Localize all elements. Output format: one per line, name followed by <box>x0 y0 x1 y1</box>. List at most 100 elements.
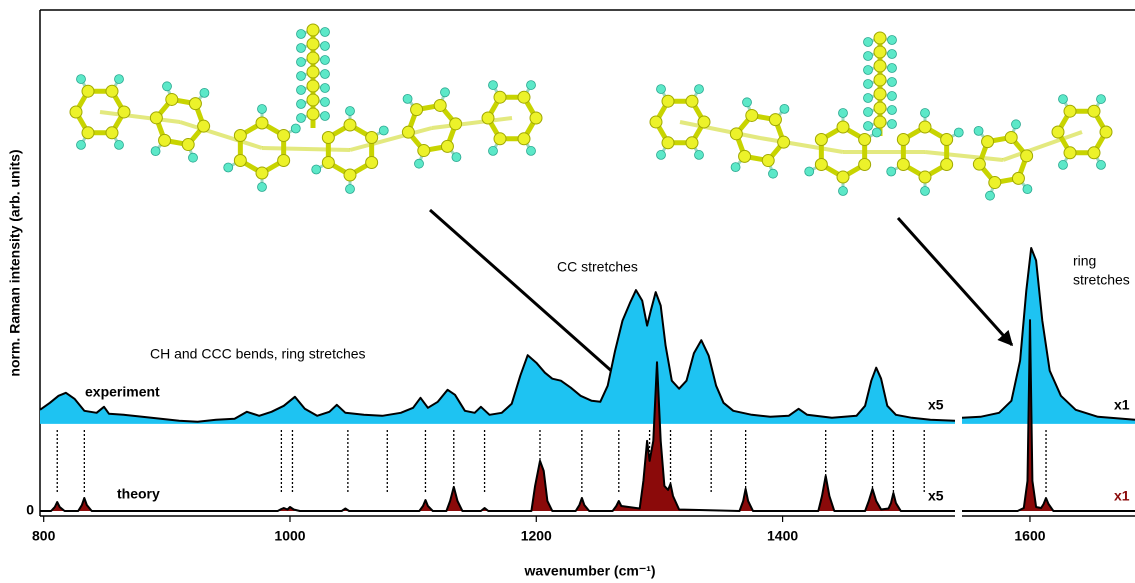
hydrogen-atom <box>888 78 897 87</box>
hydrogen-atom <box>321 42 330 51</box>
bond <box>680 122 760 138</box>
carbon-atom <box>450 118 462 130</box>
hydrogen-atom <box>527 146 536 155</box>
hydrogen-atom <box>312 165 321 174</box>
hydrogen-atom <box>440 88 449 97</box>
hydrogen-atom <box>731 163 740 172</box>
spectrum-line <box>40 362 955 511</box>
hydrogen-atom <box>379 126 388 135</box>
hydrogen-atom <box>297 114 306 123</box>
hydrogen-atom <box>200 88 209 97</box>
carbon-atom <box>307 24 319 36</box>
hydrogen-atom <box>1059 160 1068 169</box>
hydrogen-atom <box>452 153 461 162</box>
carbon-atom <box>307 94 319 106</box>
carbon-atom <box>166 93 178 105</box>
hydrogen-atom <box>115 75 124 84</box>
series-panel <box>40 362 955 511</box>
carbon-atom <box>1012 172 1024 184</box>
carbon-atom <box>402 126 414 138</box>
series-label: theory <box>117 486 160 502</box>
carbon-atom <box>118 106 130 118</box>
hydrogen-atom <box>297 86 306 95</box>
carbon-atom <box>1088 105 1100 117</box>
hydrogen-atom <box>321 28 330 37</box>
hydrogen-atom <box>743 98 752 107</box>
carbon-atom <box>82 127 94 139</box>
carbon-atom <box>662 95 674 107</box>
hydrogen-atom <box>321 56 330 65</box>
hydrogen-atom <box>151 147 160 156</box>
carbon-atom <box>482 112 494 124</box>
hydrogen-atom <box>258 105 267 114</box>
chart: wavenumber (cm⁻¹) norm. Raman intensity … <box>0 0 1135 583</box>
hydrogen-atom <box>188 153 197 162</box>
carbon-atom <box>1100 126 1112 138</box>
carbon-atom <box>1064 147 1076 159</box>
hydrogen-atom <box>115 140 124 149</box>
hydrogen-atom <box>297 44 306 53</box>
hydrogen-atom <box>321 84 330 93</box>
carbon-atom <box>698 116 710 128</box>
carbon-atom <box>411 104 423 116</box>
carbon-atom <box>982 136 994 148</box>
bond <box>100 112 180 122</box>
carbon-atom <box>366 132 378 144</box>
hydrogen-atom <box>839 187 848 196</box>
page: {"chart_data": { "type": "line", "xlabel… <box>0 0 1135 583</box>
hydrogen-atom <box>864 66 873 75</box>
hydrogen-atom <box>346 107 355 116</box>
carbon-atom <box>256 117 268 129</box>
carbon-atom <box>686 137 698 149</box>
hydrogen-atom <box>888 36 897 45</box>
carbon-atom <box>989 177 1001 189</box>
carbon-atom <box>1052 126 1064 138</box>
carbon-atom <box>344 169 356 181</box>
carbon-atom <box>530 112 542 124</box>
carbon-atom <box>874 116 886 128</box>
carbon-atom <box>150 112 162 124</box>
hydrogen-atom <box>839 109 848 118</box>
hydrogen-atom <box>527 81 536 90</box>
x-tick-label: 1200 <box>521 528 552 544</box>
hydrogen-atom <box>258 183 267 192</box>
x-tick-label: 1400 <box>767 528 798 544</box>
y-axis-label: norm. Raman intensity (arb. units) <box>7 149 23 376</box>
carbon-atom <box>198 120 210 132</box>
hydrogen-atom <box>986 191 995 200</box>
hydrogen-atom <box>321 70 330 79</box>
hydrogen-atom <box>403 94 412 103</box>
hydrogen-atom <box>415 159 424 168</box>
hydrogen-atom <box>888 92 897 101</box>
carbon-atom <box>762 155 774 167</box>
carbon-atom <box>189 98 201 110</box>
carbon-atom <box>322 157 334 169</box>
hydrogen-atom <box>1023 185 1032 194</box>
x-tick-label: 1000 <box>274 528 305 544</box>
hydrogen-atom <box>864 122 873 131</box>
hydrogen-atom <box>1097 95 1106 104</box>
hydrogen-atom <box>1059 95 1068 104</box>
hydrogen-atom <box>872 128 881 137</box>
carbon-atom <box>82 85 94 97</box>
scale-label: x1 <box>1114 397 1130 413</box>
molecule-illustrations <box>70 24 1112 200</box>
carbon-atom <box>234 130 246 142</box>
carbon-atom <box>919 121 931 133</box>
carbon-atom <box>837 121 849 133</box>
carbon-atom <box>874 102 886 114</box>
carbon-atom <box>307 66 319 78</box>
carbon-atom <box>941 134 953 146</box>
carbon-atom <box>234 155 246 167</box>
carbon-atom <box>256 167 268 179</box>
hydrogen-atom <box>888 106 897 115</box>
scale-label: x5 <box>928 488 944 504</box>
carbon-atom <box>941 159 953 171</box>
hydrogen-atom <box>77 140 86 149</box>
hydrogen-atom <box>346 185 355 194</box>
hydrogen-atom <box>864 52 873 61</box>
carbon-atom <box>518 133 530 145</box>
hydrogen-atom <box>887 167 896 176</box>
carbon-atom <box>874 60 886 72</box>
carbon-atom <box>730 128 742 140</box>
